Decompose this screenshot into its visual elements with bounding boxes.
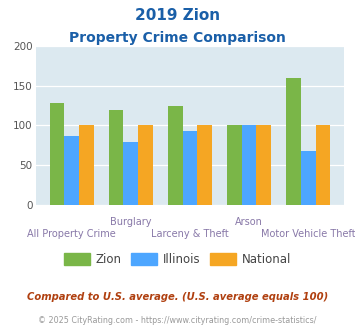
- Text: All Property Crime: All Property Crime: [27, 229, 116, 239]
- Bar: [286, 78, 301, 205]
- Bar: [182, 131, 197, 205]
- Text: 2019 Zion: 2019 Zion: [135, 8, 220, 23]
- Text: Burglary: Burglary: [110, 217, 152, 227]
- Bar: [256, 125, 271, 205]
- Text: Motor Vehicle Theft: Motor Vehicle Theft: [261, 229, 355, 239]
- Text: Arson: Arson: [235, 217, 263, 227]
- Bar: [64, 136, 79, 205]
- Text: Compared to U.S. average. (U.S. average equals 100): Compared to U.S. average. (U.S. average …: [27, 292, 328, 302]
- Bar: [168, 106, 182, 205]
- Bar: [242, 125, 256, 205]
- Bar: [197, 125, 212, 205]
- Text: Larceny & Theft: Larceny & Theft: [151, 229, 229, 239]
- Text: Property Crime Comparison: Property Crime Comparison: [69, 31, 286, 45]
- Bar: [316, 125, 330, 205]
- Bar: [109, 110, 124, 205]
- Text: © 2025 CityRating.com - https://www.cityrating.com/crime-statistics/: © 2025 CityRating.com - https://www.city…: [38, 316, 317, 325]
- Bar: [138, 125, 153, 205]
- Bar: [301, 151, 316, 205]
- Bar: [50, 103, 64, 205]
- Bar: [124, 142, 138, 205]
- Bar: [79, 125, 94, 205]
- Legend: Zion, Illinois, National: Zion, Illinois, National: [59, 248, 296, 271]
- Bar: [227, 125, 242, 205]
